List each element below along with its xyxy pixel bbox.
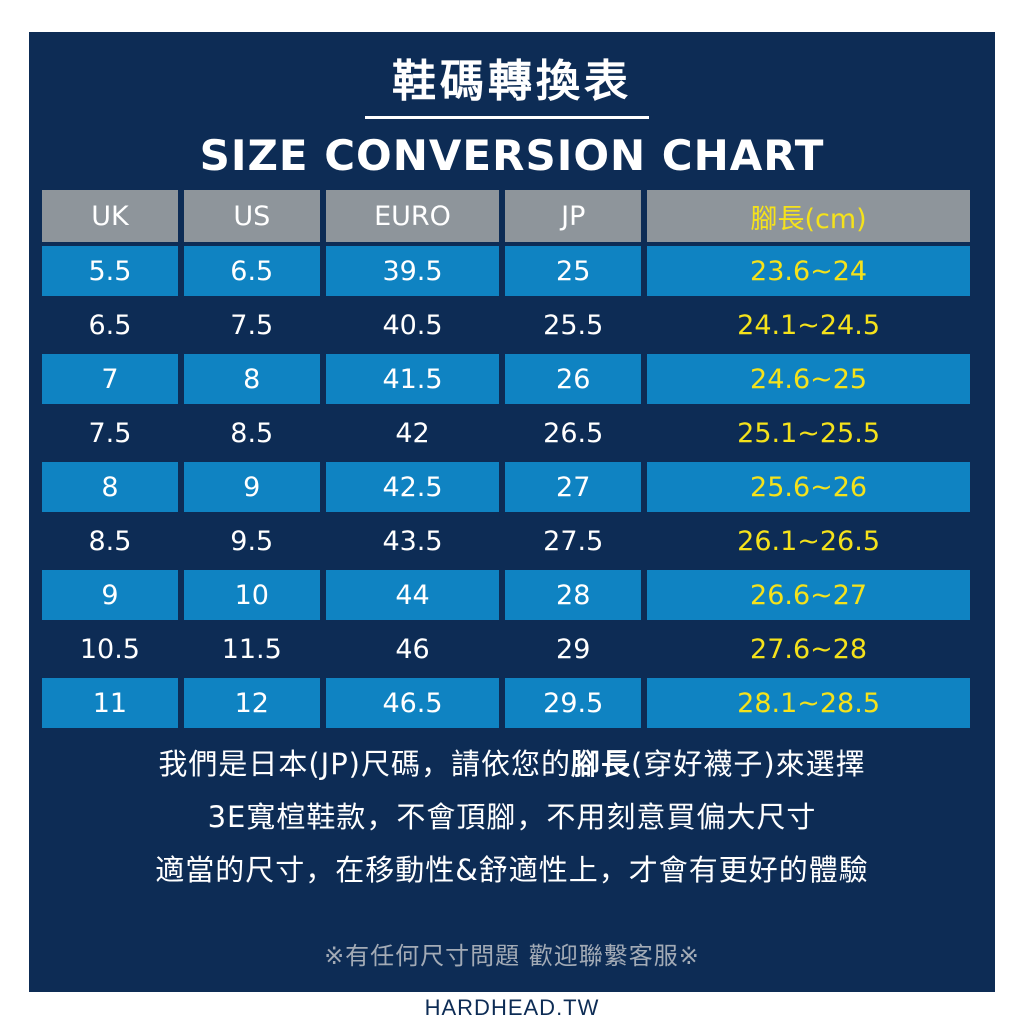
cell-jp: 26.5 xyxy=(505,408,642,458)
cell-foot-length: 26.1~26.5 xyxy=(647,516,970,566)
cell-us: 9 xyxy=(183,462,320,512)
cell-foot-length: 23.6~24 xyxy=(647,246,970,296)
table-row: 8.5 9.5 43.5 27.5 26.1~26.5 xyxy=(42,516,970,566)
table-row: 6.5 7.5 40.5 25.5 24.1~24.5 xyxy=(42,300,970,350)
size-table: UK US EURO JP 腳長(cm) 5.5 6.5 39.5 25 23.6~24… xyxy=(36,186,976,732)
cell-euro: 42.5 xyxy=(325,462,500,512)
size-table-container: UK US EURO JP 腳長(cm) 5.5 6.5 39.5 25 23.6~24… xyxy=(42,186,982,926)
cell-euro: 46 xyxy=(325,624,500,674)
cell-us: 10 xyxy=(183,570,320,620)
cell-uk: 9 xyxy=(42,570,178,620)
cell-uk: 6.5 xyxy=(42,300,178,350)
size-chart-panel: 鞋碼轉換表 SIZE CONVERSION CHART UK US EURO J… xyxy=(29,32,995,992)
cell-uk: 10.5 xyxy=(42,624,178,674)
cell-us: 12 xyxy=(183,678,320,728)
table-row: 7.5 8.5 42 26.5 25.1~25.5 xyxy=(42,408,970,458)
cell-foot-length: 26.6~27 xyxy=(647,570,970,620)
cell-euro: 44 xyxy=(325,570,500,620)
cell-jp: 27 xyxy=(505,462,642,512)
cell-jp: 29.5 xyxy=(505,678,642,728)
cell-us: 6.5 xyxy=(183,246,320,296)
cell-jp: 26 xyxy=(505,354,642,404)
header-euro: EURO xyxy=(325,190,500,242)
cell-foot-length: 25.6~26 xyxy=(647,462,970,512)
header-us: US xyxy=(183,190,320,242)
cell-euro: 40.5 xyxy=(325,300,500,350)
cell-euro: 41.5 xyxy=(325,354,500,404)
page-title-zh: 鞋碼轉換表 xyxy=(392,56,632,107)
note-line-1-text: 我們是日本(JP)尺碼，請依您的 xyxy=(158,747,571,781)
header-jp: JP xyxy=(505,190,642,242)
note-line-3: 適當的尺寸，在移動性&舒適性上，才會有更好的體驗 xyxy=(155,853,869,887)
cell-jp: 28 xyxy=(505,570,642,620)
cell-uk: 7.5 xyxy=(42,408,178,458)
page-title-en: SIZE CONVERSION CHART xyxy=(199,131,825,180)
cell-us: 11.5 xyxy=(183,624,320,674)
note-line-2: 3E寬楦鞋款，不會頂腳，不用刻意買偏大尺寸 xyxy=(207,800,817,834)
cell-jp: 27.5 xyxy=(505,516,642,566)
customer-service-note: ※有任何尺寸問題 歡迎聯繫客服※ xyxy=(324,942,700,970)
cell-uk: 7 xyxy=(42,354,178,404)
cell-jp: 25 xyxy=(505,246,642,296)
table-row: 7 8 41.5 26 24.6~25 xyxy=(42,354,970,404)
table-row: 11 12 46.5 29.5 28.1~28.5 xyxy=(42,678,970,728)
note-line-1-tail: (穿好襪子)來選擇 xyxy=(631,747,866,781)
cell-foot-length: 25.1~25.5 xyxy=(647,408,970,458)
cell-us: 8 xyxy=(183,354,320,404)
sizing-note: 我們是日本(JP)尺碼，請依您的腳長(穿好襪子)來選擇 3E寬楦鞋款，不會頂腳，… xyxy=(42,728,982,926)
cell-uk: 8 xyxy=(42,462,178,512)
table-row: 9 10 44 28 26.6~27 xyxy=(42,570,970,620)
note-line-1-bold: 腳長 xyxy=(571,747,632,781)
site-url: HARDHEAD.TW xyxy=(424,995,600,1020)
cell-us: 7.5 xyxy=(183,300,320,350)
table-row: 10.5 11.5 46 29 27.6~28 xyxy=(42,624,970,674)
cell-uk: 8.5 xyxy=(42,516,178,566)
header-uk: UK xyxy=(42,190,178,242)
cell-foot-length: 24.1~24.5 xyxy=(647,300,970,350)
cell-us: 8.5 xyxy=(183,408,320,458)
cell-foot-length: 28.1~28.5 xyxy=(647,678,970,728)
note-line-1: 我們是日本(JP)尺碼，請依您的腳長(穿好襪子)來選擇 xyxy=(42,742,982,786)
table-row: 8 9 42.5 27 25.6~26 xyxy=(42,462,970,512)
cell-jp: 29 xyxy=(505,624,642,674)
cell-euro: 46.5 xyxy=(325,678,500,728)
cell-euro: 42 xyxy=(325,408,500,458)
cell-uk: 11 xyxy=(42,678,178,728)
cell-jp: 25.5 xyxy=(505,300,642,350)
cell-euro: 39.5 xyxy=(325,246,500,296)
header-foot-length: 腳長(cm) xyxy=(647,190,970,242)
cell-uk: 5.5 xyxy=(42,246,178,296)
cell-foot-length: 24.6~25 xyxy=(647,354,970,404)
title-underline xyxy=(365,116,649,119)
cell-euro: 43.5 xyxy=(325,516,500,566)
cell-foot-length: 27.6~28 xyxy=(647,624,970,674)
cell-us: 9.5 xyxy=(183,516,320,566)
table-header-row: UK US EURO JP 腳長(cm) xyxy=(42,190,970,242)
table-row: 5.5 6.5 39.5 25 23.6~24 xyxy=(42,246,970,296)
